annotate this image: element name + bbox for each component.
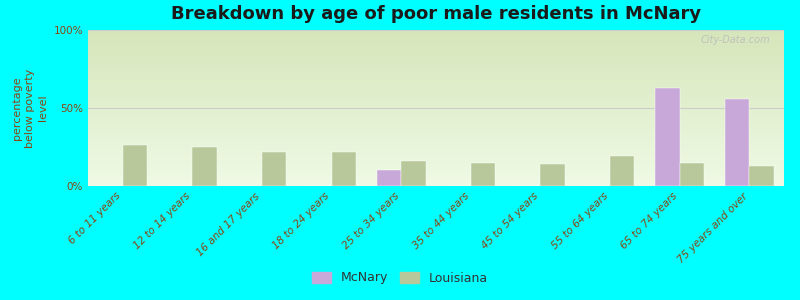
Bar bbox=[610, 156, 634, 186]
Bar bbox=[402, 161, 426, 186]
Bar bbox=[655, 88, 680, 186]
Bar bbox=[471, 163, 495, 186]
Text: City-Data.com: City-Data.com bbox=[701, 35, 770, 45]
Bar bbox=[262, 152, 286, 186]
Y-axis label: percentage
below poverty
level: percentage below poverty level bbox=[12, 68, 48, 148]
Bar bbox=[725, 99, 749, 186]
Bar bbox=[332, 152, 356, 186]
Legend: McNary, Louisiana: McNary, Louisiana bbox=[306, 265, 494, 291]
Bar bbox=[680, 163, 704, 186]
Bar bbox=[750, 166, 774, 186]
Title: Breakdown by age of poor male residents in McNary: Breakdown by age of poor male residents … bbox=[171, 5, 701, 23]
Bar bbox=[193, 147, 217, 186]
Bar bbox=[541, 164, 565, 186]
Bar bbox=[123, 146, 147, 186]
Bar bbox=[377, 170, 401, 186]
